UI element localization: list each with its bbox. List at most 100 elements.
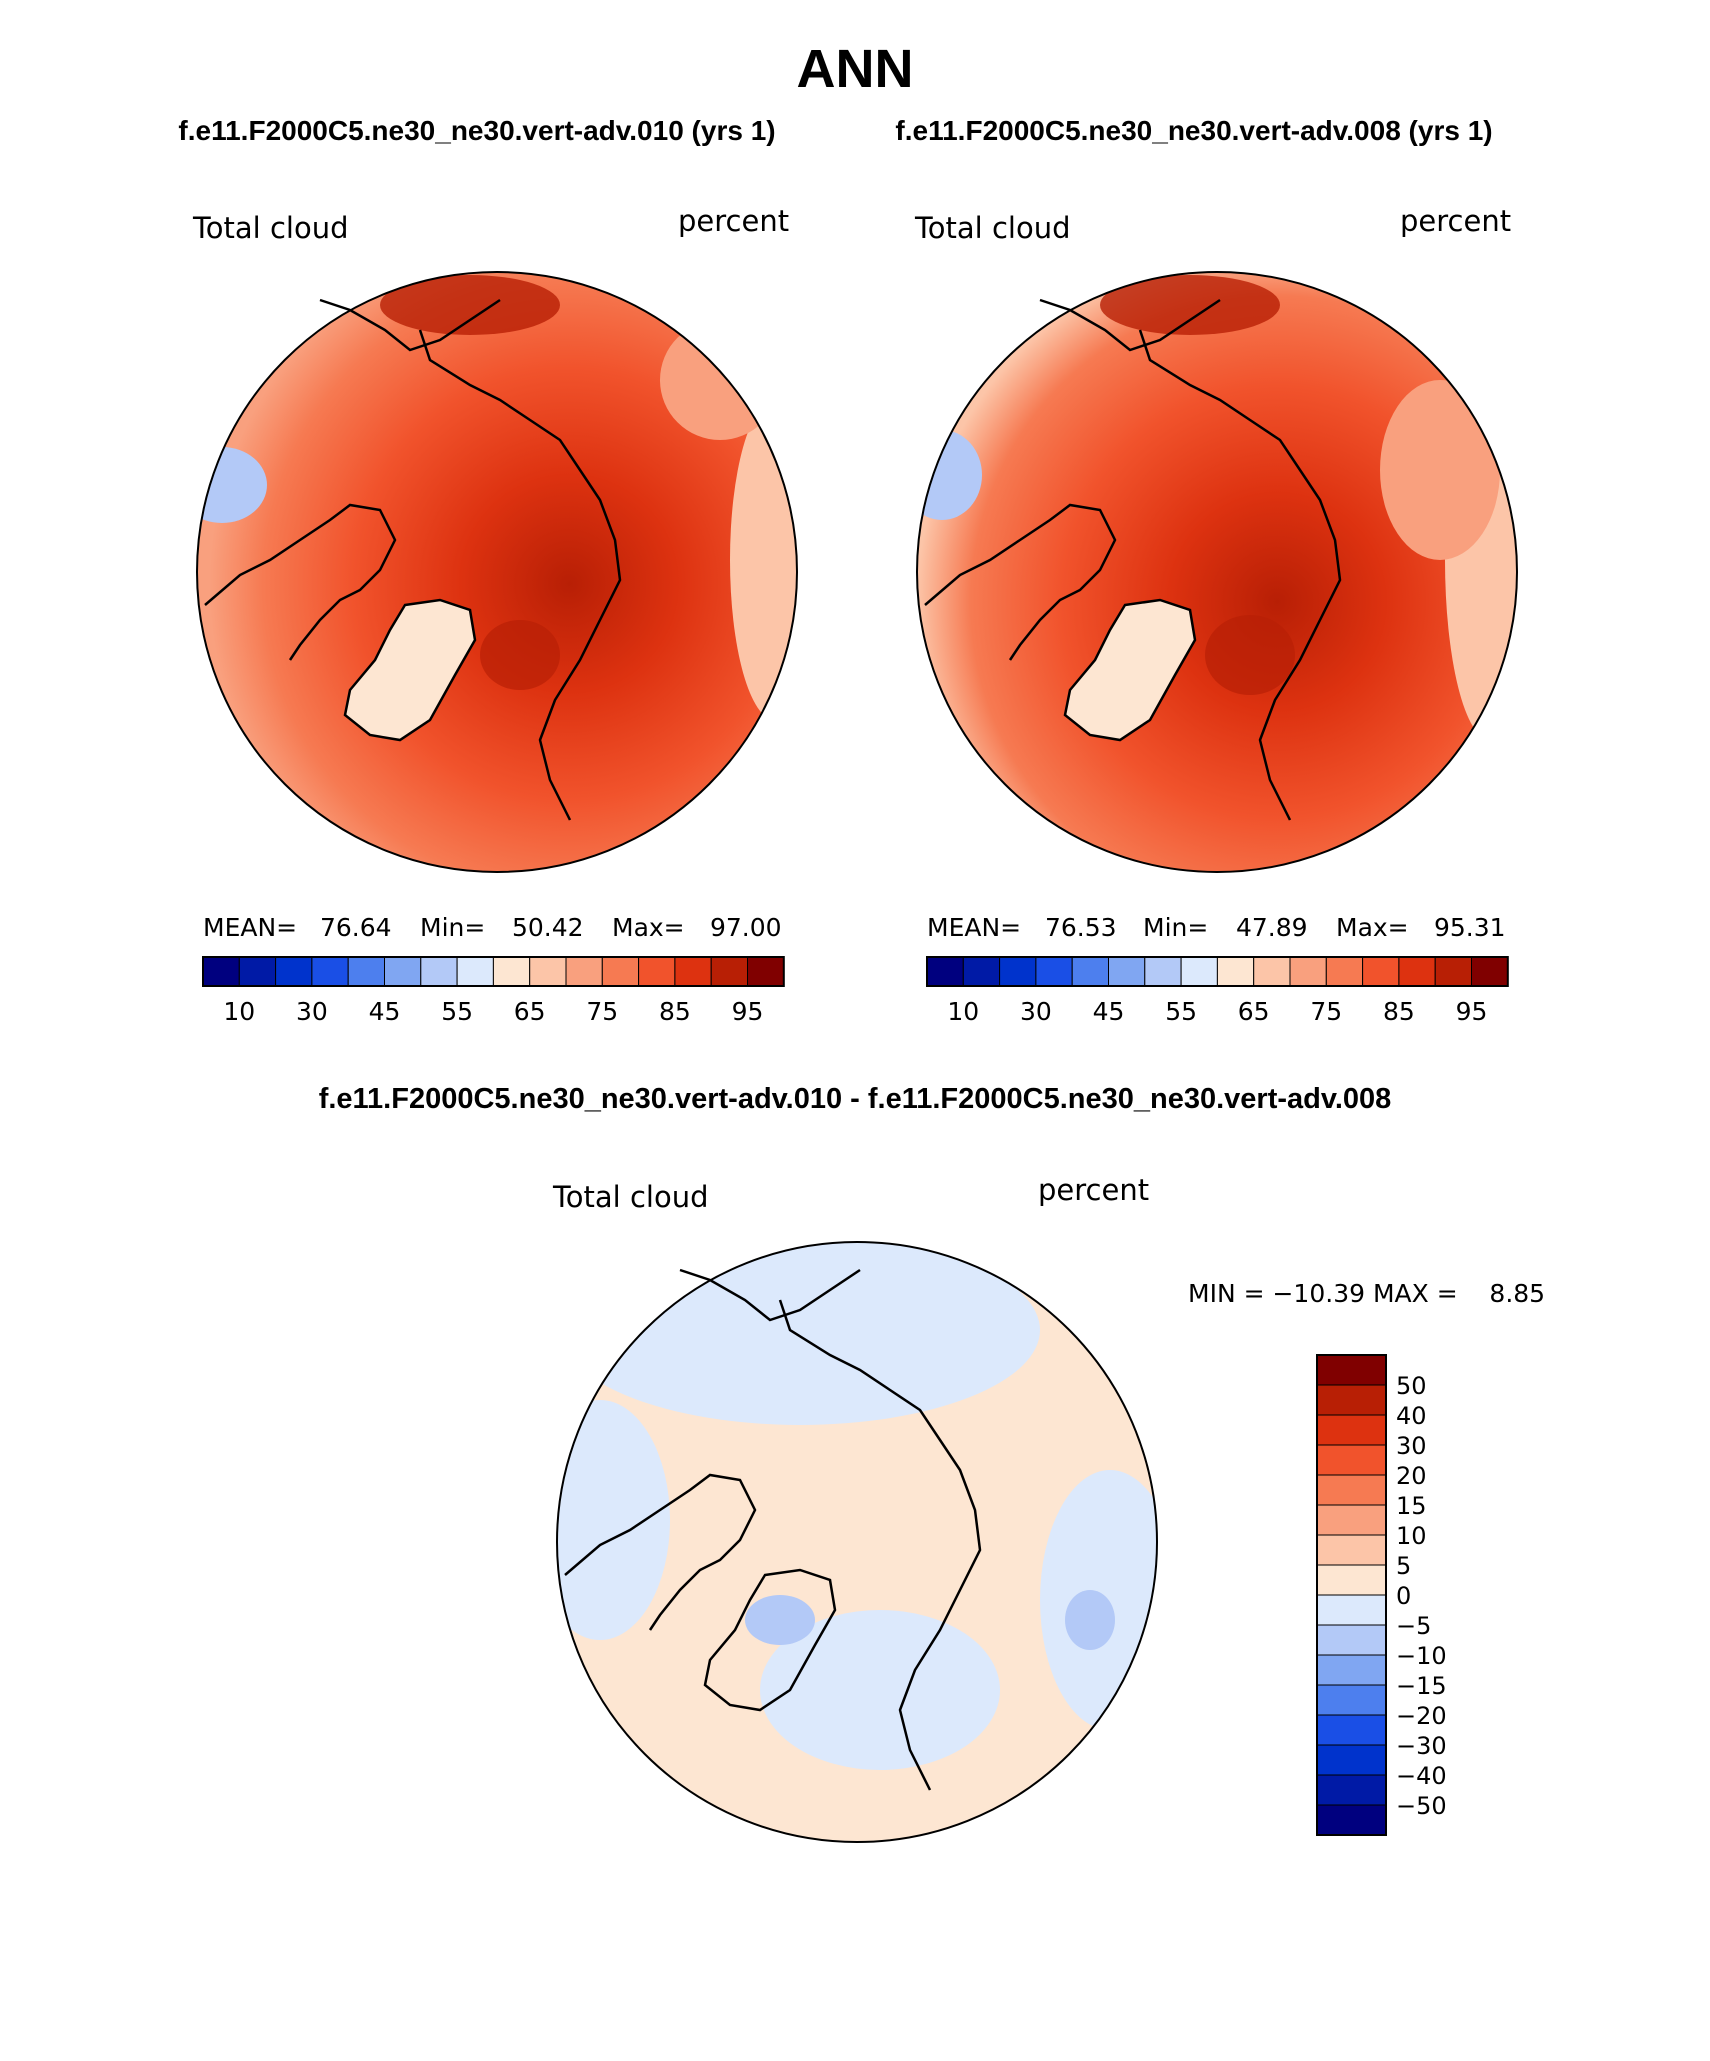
diff-colorbar-swatch (1316, 1594, 1387, 1626)
panel-a-units-label: percent (678, 204, 789, 238)
panel-b-stats: MEAN= 76.53 Min= 47.89 Max= 95.31 (927, 913, 1506, 942)
diff-title: f.e11.F2000C5.ne30_ne30.vert-adv.010 - f… (319, 1083, 1392, 1115)
panel-a-colorbar-swatch (311, 956, 349, 987)
panel-a-pacific-low-cloud (197, 447, 267, 523)
diff-colorbar-swatch (1316, 1684, 1387, 1716)
diff-units-label: percent (1038, 1173, 1149, 1207)
panel-a-variable-label: Total cloud (192, 211, 348, 245)
panel-b-colorbar-swatch (1362, 956, 1400, 987)
diff-colorbar-tick-label: 0 (1396, 1582, 1411, 1610)
panel-a-colorbar-tick-label: 30 (296, 997, 328, 1026)
panel-a-map (196, 271, 798, 873)
panel-b-min-value: 47.89 (1236, 913, 1308, 942)
panel-a-colorbar-tick-label: 85 (659, 997, 691, 1026)
diff-colorbar-tick-label: −30 (1396, 1732, 1447, 1760)
panel-b-variable-label: Total cloud (914, 211, 1070, 245)
panel-a-colorbar-swatch (420, 956, 458, 987)
panel-a-colorbar-tick-label: 75 (586, 997, 618, 1026)
diff-colorbar-tick-label: 5 (1396, 1552, 1411, 1580)
panel-a-colorbar-swatch (674, 956, 712, 987)
panel-a-colorbar-tick-label: 45 (369, 997, 401, 1026)
panel-a-east-margin (730, 400, 797, 720)
panel-a-colorbar-tick-label: 10 (223, 997, 255, 1026)
diff-colorbar-swatch (1316, 1804, 1387, 1836)
diff-minmax: MIN = −10.39 MAX = 8.85 (1188, 1279, 1545, 1308)
diff-colorbar-swatch (1316, 1714, 1387, 1746)
diff-greenland-outline (703, 1568, 837, 1712)
diff-colorbar-swatch (1316, 1624, 1387, 1656)
diff-colorbar-tick-label: −15 (1396, 1672, 1447, 1700)
panel-a-colorbar-swatch (275, 956, 313, 987)
panel-b-colorbar-tick-label: 95 (1456, 997, 1488, 1026)
diff-colorbar-swatch (1316, 1384, 1387, 1416)
panel-a-mean-value: 76.64 (320, 913, 392, 942)
diff-colorbar-tick-label: 50 (1396, 1372, 1427, 1400)
panel-a-colorbar-swatch (456, 956, 494, 987)
panel-a-colorbar-swatch (384, 956, 422, 987)
panel-b-colorbar-tick-label: 10 (947, 997, 979, 1026)
diff-colorbar-swatch (1316, 1564, 1387, 1596)
panel-b-colorbar-swatch (962, 956, 1001, 987)
panel-b-colorbar-tick-label: 55 (1165, 997, 1197, 1026)
diff-map-boundary (556, 1241, 1158, 1843)
panel-b-colorbar-swatch (1289, 956, 1327, 987)
panel-a-colorbar-frame (202, 956, 785, 987)
panel-a-mean-label: MEAN= (203, 913, 297, 942)
panel-b-colorbar-frame (926, 956, 1509, 987)
diff-colorbar-tick-label: 10 (1396, 1522, 1427, 1550)
figure-title: ANN (797, 39, 914, 99)
panel-b-colorbar-swatch (1035, 956, 1073, 987)
panel-a-eurasia-coastline (418, 329, 622, 821)
diff-colorbar-frame (1316, 1354, 1387, 1836)
panel-a-colorbar-swatch (238, 956, 277, 987)
diff-colorbar-tick-label: −20 (1396, 1702, 1447, 1730)
panel-b-colorbar-swatch (1434, 956, 1472, 987)
panel-b-colorbar-tick-label: 65 (1238, 997, 1270, 1026)
panel-b-colorbar-swatch (999, 956, 1037, 987)
panel-a-max-label: Max= (612, 913, 685, 942)
diff-map (556, 1241, 1158, 1843)
panel-a-greenland-outline (343, 598, 477, 742)
panel-b-colorbar-swatch (1253, 956, 1291, 987)
panel-b-colorbar-swatch (1180, 956, 1218, 987)
diff-colorbar-swatch (1316, 1534, 1387, 1566)
diff-colorbar-swatch (1316, 1354, 1387, 1386)
panel-a-colorbar-swatch (492, 956, 531, 987)
diff-colorbar-swatch (1316, 1654, 1387, 1686)
panel-b-mean-label: MEAN= (927, 913, 1021, 942)
panel-b-max-value: 95.31 (1434, 913, 1506, 942)
diff-colorbar-tick-label: 15 (1396, 1492, 1427, 1520)
panel-a-colorbar-tick-label: 65 (514, 997, 546, 1026)
panel-b-canada-coastline (924, 503, 1117, 661)
panel-a-stats: MEAN= 76.64 Min= 50.42 Max= 97.00 (203, 913, 782, 942)
panel-b-colorbar-swatch (1071, 956, 1109, 987)
panel-b-map-boundary (916, 271, 1518, 873)
panel-b-pacific-low-cloud (917, 430, 982, 520)
subtitle-left: f.e11.F2000C5.ne30_ne30.vert-adv.010 (yr… (178, 115, 775, 146)
panel-b-min-label: Min= (1143, 913, 1208, 942)
panel-b-map (916, 271, 1518, 873)
panel-b-colorbar-swatch (926, 956, 964, 987)
diff-colorbar-tick-label: −10 (1396, 1642, 1447, 1670)
diff-colorbar-tick-label: −5 (1396, 1612, 1431, 1640)
panel-b-units-label: percent (1400, 204, 1511, 238)
diff-colorbar-swatch (1316, 1774, 1387, 1806)
panel-b-colorbar-swatch (1108, 956, 1146, 987)
panel-a-colorbar-swatch (638, 956, 676, 987)
panel-b-colorbar: 10 30 45 55 65 75 85 95 (926, 956, 1509, 1026)
diff-colorbar-swatch (1316, 1414, 1387, 1446)
panel-b-eurasia-coastline (1138, 329, 1342, 821)
panel-a-canada-coastline (204, 503, 397, 661)
panel-b-colorbar-swatch (1325, 956, 1364, 987)
panel-a-min-label: Min= (420, 913, 485, 942)
panel-a-colorbar-swatch (565, 956, 603, 987)
panel-b-colorbar-swatch (1471, 956, 1509, 987)
panel-a-map-boundary (196, 271, 798, 873)
panel-b-colorbar-tick-label: 45 (1093, 997, 1125, 1026)
panel-b-colorbar-swatch (1144, 956, 1182, 987)
diff-colorbar-swatch (1316, 1744, 1387, 1776)
diff-variable-label: Total cloud (552, 1180, 708, 1214)
panel-a-colorbar-swatch (601, 956, 640, 987)
